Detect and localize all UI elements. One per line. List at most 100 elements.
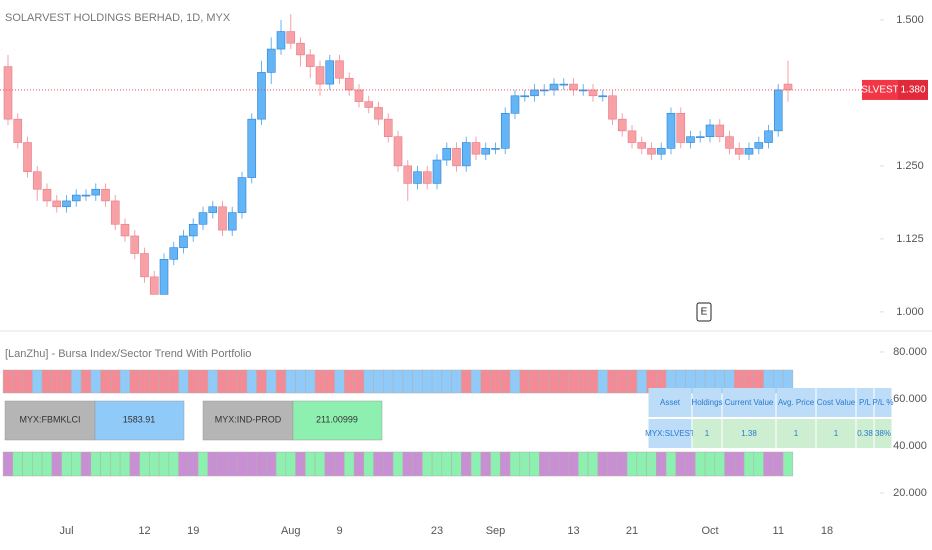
sector-trend-cell [217,451,228,477]
index-symbol: MYX:IND-PROD [215,414,282,424]
sector-trend-cell [188,451,199,477]
index-trend-cell [2,369,14,394]
x-tick-label: 11 [773,525,784,537]
index-trend-cell [275,369,287,394]
y-tick-label: 60.000 [893,393,927,405]
candle-body [588,89,598,97]
sector-trend-cell [402,451,413,477]
candle-body [549,83,559,91]
index-trend-cell [149,369,160,394]
candle-body [442,148,452,161]
symbol-badge [862,79,898,100]
index-trend-cell [636,369,647,394]
sector-trend-cell [782,451,794,477]
index-trend-cell [236,369,248,394]
sector-trend-cell [227,451,238,477]
index-trend-cell [539,369,550,394]
x-tick-label: 23 [431,525,443,537]
sector-trend-cell [51,451,62,477]
y-tick-label: 1.250 [896,160,924,172]
index-value-box [94,400,185,441]
candle-body [81,194,91,197]
portfolio-cell [856,419,874,448]
sector-trend-cell [470,451,482,477]
candle-body [227,212,237,231]
candle-body [315,66,325,85]
price-badge [898,79,928,100]
index-trend-cell [597,369,608,394]
candle-body [266,48,276,73]
sector-trend-cell [519,451,530,477]
candle-body [188,223,198,237]
index-value-box [292,400,383,441]
portfolio-header: Holdings [691,398,722,407]
index-trend-cell [441,369,452,394]
sector-trend-cell [665,451,677,477]
index-trend-cell [41,369,53,394]
candle-body [481,148,491,155]
sector-trend-cell [178,451,189,477]
sector-trend-cell [490,451,501,477]
candle-body [91,188,101,196]
index-trend-cell [314,369,326,394]
sector-trend-cell [500,451,511,477]
index-trend-cell [324,369,335,394]
x-tick-label: 18 [821,525,833,537]
portfolio-cell [874,419,892,448]
portfolio-header: P/L [859,398,872,407]
index-trend-cell [129,369,140,394]
candle-body [510,95,520,114]
index-trend-cell [90,369,101,394]
candle-body [569,83,578,91]
candle-body [52,200,62,208]
sector-trend-cell [773,451,784,477]
candle-body [101,188,110,202]
candle-body [559,83,569,86]
candle-body [179,235,188,248]
candle-body [393,136,403,167]
index-trend-cell [334,369,345,394]
sector-trend-cell [529,451,540,477]
candle-body [32,171,42,190]
sector-trend-cell [685,451,696,477]
index-trend-cell [578,369,589,394]
candle-body [110,200,120,225]
sector-trend-cell [392,451,404,477]
candle-body [705,124,715,137]
portfolio-value: 1 [794,429,799,438]
sector-trend-cell [334,451,345,477]
index-trend-cell [178,369,189,394]
portfolio-cell [816,419,856,448]
index-trend-cell [22,369,33,394]
candle-body [3,66,13,120]
candle-body [686,136,695,143]
index-trend-cell [100,369,111,394]
index-trend-cell [626,369,638,394]
sector-trend-cell [383,451,394,477]
sector-trend-cell [597,451,608,477]
candle-body [520,95,530,98]
candle-body [140,253,149,278]
index-trend-cell [80,369,92,394]
candle-body [42,188,52,202]
y-tick-label: 1.125 [896,233,924,245]
y-tick-label: 1.000 [896,306,924,318]
index-trend-cell [51,369,62,394]
candle-body [783,83,793,91]
index-trend-cell [461,369,472,394]
candle-body [695,136,705,138]
sector-trend-cell [675,451,686,477]
candle-body [198,212,208,225]
index-trend-cell [110,369,121,394]
index-trend-cell [480,369,491,394]
portfolio-value: 1.38 [741,429,757,438]
index-symbol: MYX:FBMKLCI [19,414,80,424]
index-trend-cell [587,369,599,394]
sector-trend-cell [451,451,462,477]
marker-label: E [701,307,708,318]
sector-trend-cell [236,451,248,477]
portfolio-header-cell [816,388,856,417]
x-tick-label: Jul [59,525,73,537]
index-trend-cell [295,369,306,394]
